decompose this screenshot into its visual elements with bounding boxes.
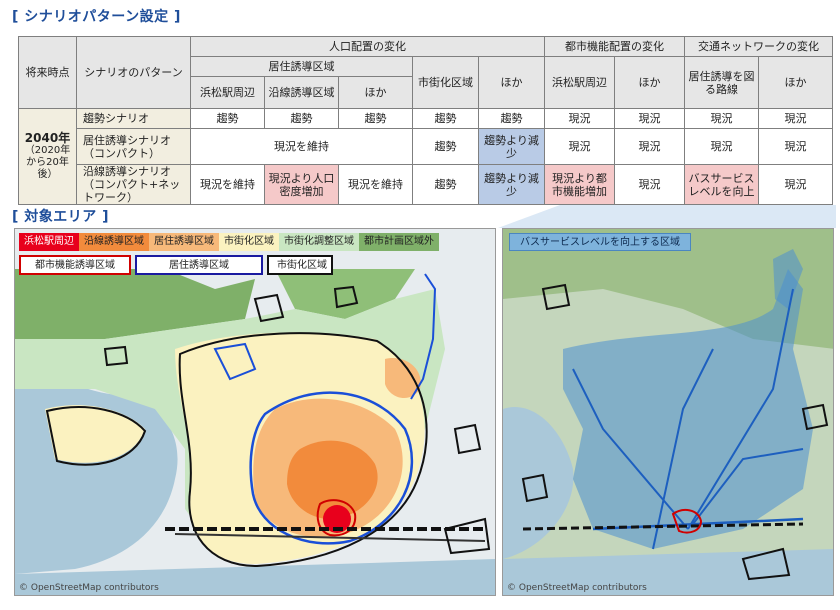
legend-outside: 都市計画区域外 xyxy=(359,233,439,251)
cell: 趨勢 xyxy=(338,108,413,129)
cell: 趨勢より減少 xyxy=(477,164,546,205)
year-cell: 2040年 （2020年から20年後） xyxy=(18,108,77,205)
map-left[interactable]: 浜松駅周辺 沿線誘導区域 居住誘導区域 市街化区域 市街化調整区域 都市計画区域… xyxy=(14,228,496,596)
cell: 現況 xyxy=(614,128,686,165)
cell: 現況 xyxy=(614,164,686,205)
funnel-shape xyxy=(498,205,836,228)
legend-along-line: 沿線誘導区域 xyxy=(79,233,149,251)
cell: 趨勢 xyxy=(412,164,479,205)
legend-hamamatsu: 浜松駅周辺 xyxy=(19,233,79,251)
row-name: 趨勢シナリオ xyxy=(76,108,191,129)
map-right-canvas xyxy=(503,229,833,595)
legend-fill: 浜松駅周辺 沿線誘導区域 居住誘導区域 市街化区域 市街化調整区域 都市計画区域… xyxy=(19,233,439,251)
legend-control: 市街化調整区域 xyxy=(279,233,359,251)
section-title-area: [ 対象エリア ] xyxy=(12,209,110,225)
header-other4: ほか xyxy=(758,56,834,109)
cell: 現況 xyxy=(758,164,834,205)
cell: 趨勢 xyxy=(190,108,265,129)
credit-left: © OpenStreetMap contributors xyxy=(19,583,159,593)
funnel-connector xyxy=(498,205,836,228)
cell: 現況を維持 xyxy=(190,128,413,165)
header-other2: ほか xyxy=(477,56,546,109)
row-name: 沿線誘導シナリオ（コンパクト+ネットワーク） xyxy=(76,164,191,205)
legend-urban-function-border: 都市機能誘導区域 xyxy=(19,255,131,275)
legend-urbanized-border: 市街化区域 xyxy=(267,255,333,275)
header-urbanized: 市街化区域 xyxy=(412,56,479,109)
header-hamamatsu2: 浜松駅周辺 xyxy=(544,56,616,109)
header-along-line: 沿線誘導区域 xyxy=(264,76,339,109)
cell: バスサービスレベルを向上 xyxy=(684,164,760,205)
section-title-scenario: [ シナリオパターン設定 ] xyxy=(12,9,181,25)
legend-residence: 居住誘導区域 xyxy=(149,233,219,251)
legend-border: 都市機能誘導区域 居住誘導区域 市街化区域 xyxy=(19,255,337,275)
legend-residence-border: 居住誘導区域 xyxy=(135,255,263,275)
legend-bus-service: バスサービスレベルを向上する区域 xyxy=(509,233,691,251)
cell: 趨勢 xyxy=(477,108,546,129)
table-row: 2040年 （2020年から20年後） 趨勢シナリオ 趨勢 趨勢 趨勢 趨勢 趨勢… xyxy=(18,108,834,205)
cell: 趨勢より減少 xyxy=(477,128,546,165)
header-urban-function: 都市機能配置の変化 xyxy=(544,36,686,57)
map-left-canvas xyxy=(15,229,495,595)
cell: 現況を維持 xyxy=(190,164,265,205)
map-right[interactable]: バスサービスレベルを向上する区域 © OpenStreetMap contrib… xyxy=(502,228,834,596)
table-row: 沿線誘導シナリオ（コンパクト+ネットワーク） 現況を維持 現況より人口密度増加 … xyxy=(19,164,834,205)
cell: 現況より人口密度増加 xyxy=(264,164,339,205)
header-transport: 交通ネットワークの変化 xyxy=(684,36,834,57)
cell: 現況 xyxy=(614,108,686,129)
header-other3: ほか xyxy=(614,56,686,109)
header-population: 人口配置の変化 xyxy=(189,36,546,57)
cell: 現況より都市機能増加 xyxy=(544,164,616,205)
scenario-table: 将来時点 シナリオのパターン 人口配置の変化 都市機能配置の変化 交通ネットワー… xyxy=(18,36,834,205)
cell: 現況 xyxy=(758,108,834,129)
cell: 現況 xyxy=(544,128,616,165)
header-pattern: シナリオのパターン xyxy=(76,36,191,109)
cell: 趨勢 xyxy=(412,108,479,129)
credit-right: © OpenStreetMap contributors xyxy=(507,583,647,593)
header-route: 居住誘導を図る路線 xyxy=(684,56,760,109)
legend-urbanized: 市街化区域 xyxy=(219,233,279,251)
